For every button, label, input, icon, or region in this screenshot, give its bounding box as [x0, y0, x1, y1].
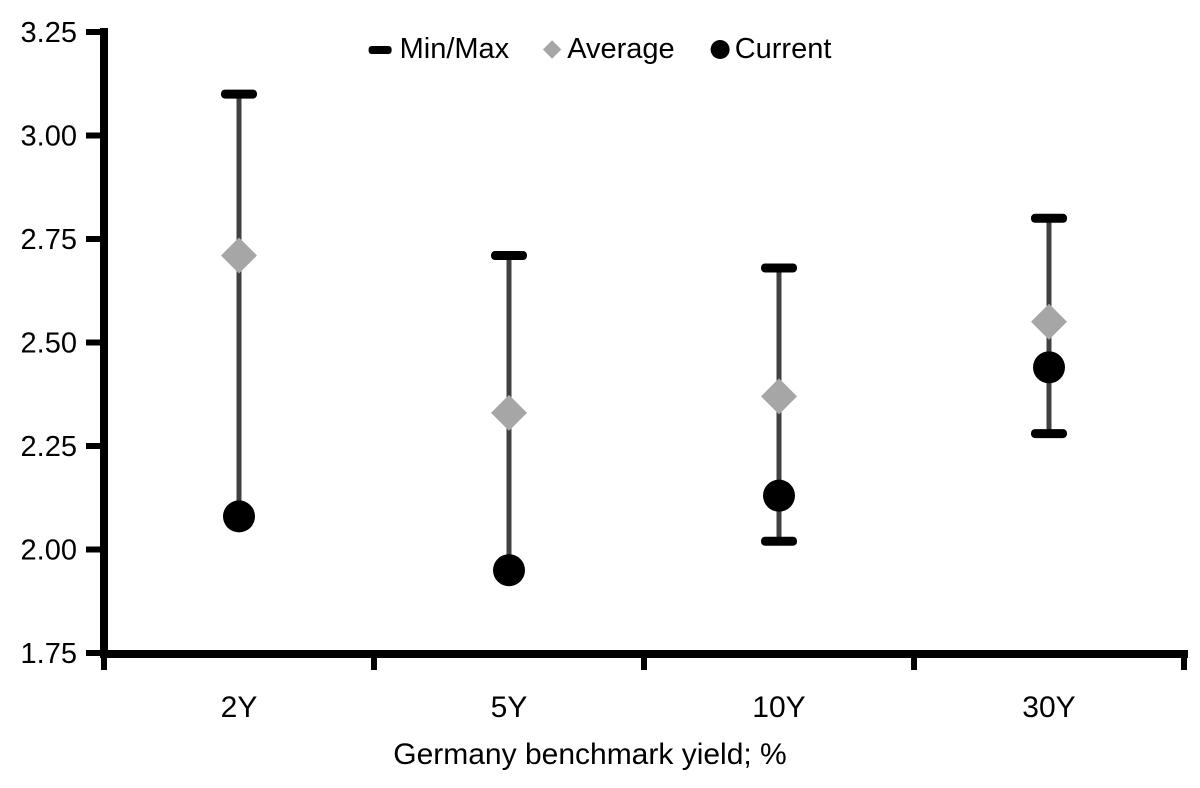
max-marker-5Y — [491, 251, 527, 261]
min-marker-10Y — [761, 536, 797, 546]
y-tick-label-3.00: 3.00 — [21, 121, 77, 153]
current-marker-2Y — [223, 500, 255, 533]
min-marker-30Y — [1031, 429, 1067, 439]
legend-item-minmax: Min/Max — [368, 33, 510, 66]
y-tick-label-2.75: 2.75 — [21, 224, 77, 256]
y-tick-label-1.75: 1.75 — [21, 638, 77, 670]
legend-label-average: Average — [567, 33, 675, 65]
max-marker-2Y — [221, 89, 257, 99]
current-circle-icon — [710, 40, 730, 59]
avg-marker-10Y — [761, 378, 797, 415]
x-axis-title: Germany benchmark yield; % — [393, 738, 787, 771]
y-tick-label-2.00: 2.00 — [21, 535, 77, 567]
minmax-dash-icon — [368, 45, 392, 54]
y-tick-label-2.50: 2.50 — [21, 328, 77, 360]
avg-marker-5Y — [491, 394, 527, 431]
avg-marker-30Y — [1031, 303, 1067, 340]
legend-label-current: Current — [734, 33, 832, 65]
x-label-2Y: 2Y — [221, 691, 258, 724]
current-marker-5Y — [493, 554, 525, 587]
legend-item-average: Average — [542, 33, 675, 66]
y-tick-label-2.25: 2.25 — [21, 431, 77, 463]
x-label-30Y: 30Y — [1022, 691, 1075, 724]
y-tick-label-3.25: 3.25 — [21, 17, 77, 49]
average-diamond-icon — [542, 40, 561, 59]
x-label-10Y: 10Y — [752, 691, 805, 724]
legend-label-minmax: Min/Max — [399, 33, 510, 65]
x-label-5Y: 5Y — [491, 691, 528, 724]
legend-item-current: Current — [710, 33, 832, 66]
chart-legend: Min/Max Average Current — [368, 33, 832, 66]
current-marker-10Y — [763, 479, 795, 512]
max-marker-30Y — [1031, 213, 1067, 223]
current-marker-30Y — [1033, 351, 1065, 384]
max-marker-10Y — [761, 263, 797, 273]
avg-marker-2Y — [221, 237, 257, 274]
